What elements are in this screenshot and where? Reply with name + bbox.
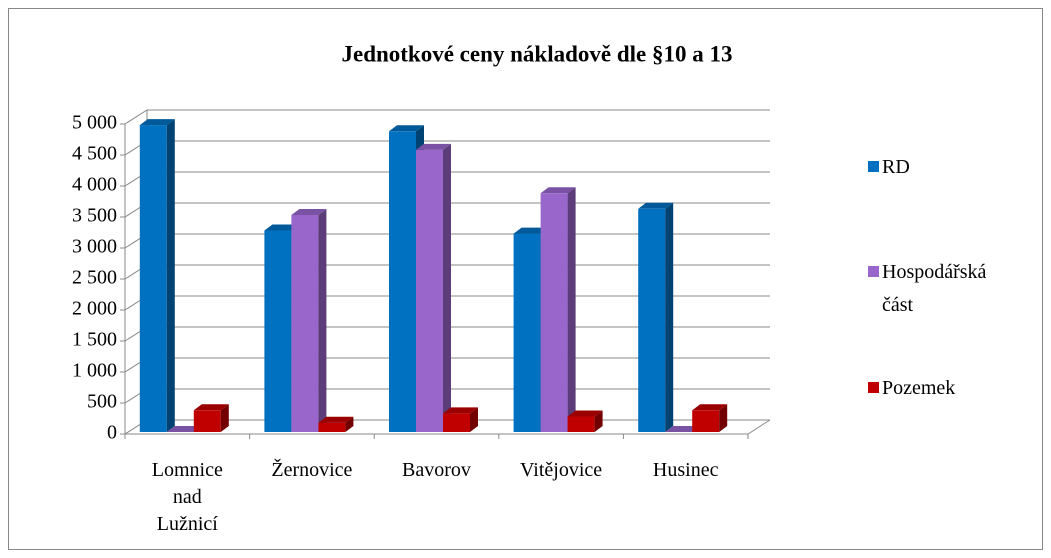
bar-top bbox=[389, 125, 424, 132]
bar-top bbox=[665, 426, 701, 432]
bar bbox=[139, 125, 167, 432]
grid-line bbox=[124, 109, 770, 125]
bar-top bbox=[416, 143, 451, 150]
bar-top bbox=[513, 227, 549, 234]
bar-top bbox=[318, 416, 354, 423]
bar bbox=[291, 215, 319, 432]
x-tick-label: Husinec bbox=[652, 459, 719, 481]
bar bbox=[443, 413, 470, 432]
y-tick-label: 2 500 bbox=[72, 267, 117, 289]
legend-label: Pozemek bbox=[882, 377, 956, 399]
bar-side bbox=[567, 187, 576, 432]
bar bbox=[318, 422, 346, 432]
y-tick-label: 0 bbox=[107, 422, 117, 444]
bar-side bbox=[719, 404, 728, 432]
y-tick-label: 1 500 bbox=[72, 329, 117, 351]
x-tick-label: Žernovice bbox=[271, 459, 353, 481]
legend-swatch bbox=[868, 266, 879, 277]
bar-side bbox=[166, 119, 175, 432]
bar-top bbox=[193, 404, 229, 411]
bar-top bbox=[443, 407, 478, 414]
bar-top bbox=[139, 119, 175, 126]
bar-top bbox=[264, 224, 300, 231]
x-tick-label: Bavorov bbox=[402, 459, 471, 481]
y-tick-label: 3 500 bbox=[72, 205, 117, 227]
bar bbox=[416, 149, 443, 432]
bar-side bbox=[665, 202, 674, 432]
legend-swatch bbox=[868, 382, 879, 393]
legend-label: RD bbox=[882, 156, 910, 178]
y-tick-label: 3 000 bbox=[72, 236, 117, 258]
y-tick-label: 2 000 bbox=[72, 298, 117, 320]
bar bbox=[264, 230, 292, 432]
legend-label: Hospodářská část bbox=[882, 261, 987, 316]
bar-side bbox=[443, 143, 451, 432]
bar bbox=[193, 410, 221, 432]
bar bbox=[513, 233, 541, 432]
bar-side bbox=[318, 209, 327, 432]
bar bbox=[567, 416, 595, 432]
legend-swatch bbox=[868, 161, 879, 172]
bar-side bbox=[470, 407, 478, 432]
bar-side bbox=[345, 416, 354, 432]
bar-top bbox=[567, 410, 603, 417]
y-tick-label: 4 000 bbox=[72, 174, 117, 196]
x-tick-label: Lomnice nad Lužnicí bbox=[151, 459, 223, 535]
bar-top bbox=[692, 404, 728, 411]
y-tick-label: 500 bbox=[87, 391, 117, 413]
bar bbox=[540, 193, 568, 432]
bar-top bbox=[166, 426, 202, 432]
bar-top bbox=[291, 209, 327, 215]
y-tick-label: 1 000 bbox=[72, 360, 117, 382]
bar-top bbox=[638, 202, 674, 209]
bar-side bbox=[220, 404, 229, 432]
x-tick-label: Vitějovice bbox=[520, 459, 603, 481]
y-tick-label: 4 500 bbox=[72, 143, 117, 165]
bar-top bbox=[540, 187, 576, 194]
bar bbox=[692, 410, 720, 432]
chart-title: Jednotkové ceny nákladově dle §10 a 13 bbox=[341, 41, 732, 66]
y-tick-label: 5 000 bbox=[72, 112, 117, 134]
bar bbox=[638, 208, 666, 432]
bar-side bbox=[594, 410, 603, 432]
bar bbox=[389, 131, 416, 433]
